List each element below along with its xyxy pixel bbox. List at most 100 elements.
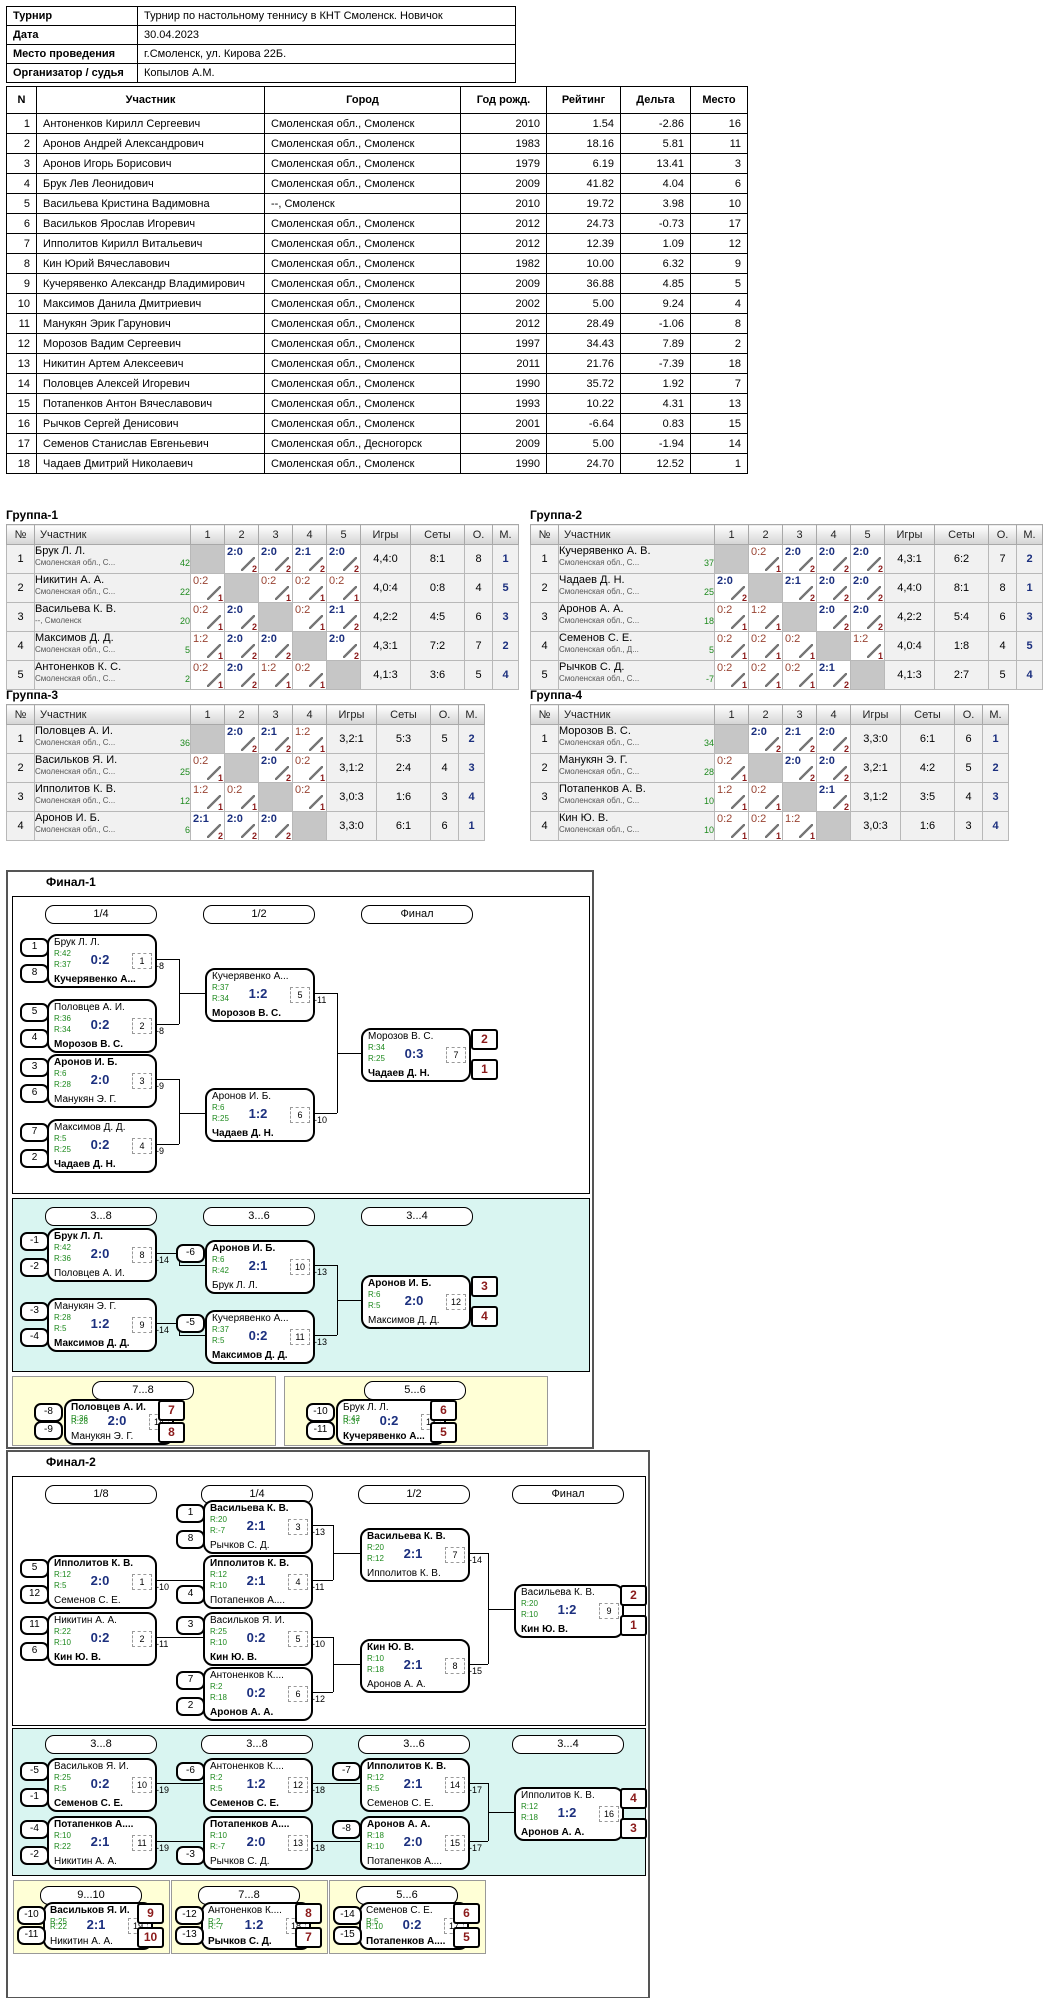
place-cell: 2 (1016, 544, 1043, 574)
info-row: Место проведения г.Смоленск, ул. Кирова … (6, 44, 516, 64)
round-label: 5...6 (364, 1381, 466, 1400)
player-name: Максимов Д. Д. (368, 1315, 440, 1326)
loser-destination-label: -11 (156, 1639, 169, 1649)
seed-box: -10 (306, 1403, 335, 1422)
points-cell: 6 (988, 602, 1017, 632)
score-cell: 0:2 1 (714, 602, 749, 632)
player-rating: 10 (703, 796, 714, 806)
match-box: Васильева К. В. R:20 R:12 Ипполитов К. В. 2:… (360, 1528, 470, 1582)
loser-destination-label: -17 (469, 1785, 483, 1795)
player-name: Семенов С. Е. (367, 1798, 434, 1809)
participant-cell: Семенов Станислав Евгеньевич (36, 433, 265, 454)
score-cell: 0:2 1 (292, 573, 327, 603)
sets-cell: 8:1 (410, 544, 465, 574)
points-earned: 1 (217, 802, 223, 812)
sets-cell: 3:6 (410, 660, 465, 690)
player-rating: R:12 (210, 1570, 227, 1579)
player-rating: R:12 (521, 1802, 538, 1811)
col-header: О. (954, 704, 983, 725)
participant-cell: 18.16 (546, 133, 621, 154)
set-score: 2:0 (751, 726, 767, 738)
match-number: 2 (132, 1018, 152, 1034)
round-label: 3...4 (361, 1207, 473, 1226)
set-score: 2:0 (785, 546, 801, 558)
diagonal-line (731, 824, 745, 838)
self-cell (190, 724, 225, 754)
self-cell (224, 753, 259, 783)
participant-cell: 11 (690, 133, 748, 154)
col-header: Сеты (934, 524, 989, 545)
participant-cell: 8 (6, 253, 37, 274)
diagonal-line (275, 766, 289, 780)
self-cell (326, 660, 361, 690)
self-cell (258, 602, 293, 632)
match-score: 1:2 (557, 1805, 577, 1820)
player-rating: R:37 (212, 1325, 229, 1334)
set-score: 1:2 (751, 604, 767, 616)
match-box: Аронов И. Б. R:6 R:25 Чадаев Д. Н. 1:2 6 (205, 1088, 315, 1142)
participant-cell: 1993 (460, 393, 547, 414)
place-badge: 4 (471, 1306, 498, 1327)
loser-destination-label: -14 (156, 1255, 170, 1265)
player-club-line: Смоленская обл., С... 37 (560, 558, 714, 568)
participant-cell: 7.89 (620, 333, 691, 354)
participant-row: 11 Манукян Эрик Гарунович Смоленская обл.,… (6, 313, 748, 334)
sets-cell: 8:1 (934, 573, 989, 603)
points-earned: 2 (285, 744, 291, 754)
connector-line (488, 1609, 514, 1610)
score-cell: 2:0 2 (714, 573, 749, 603)
games-cell: 4,3:1 (884, 544, 935, 574)
player-club: Смоленская обл., С... (559, 587, 640, 596)
points-earned: 2 (843, 564, 849, 574)
player-club: Смоленская обл., С... (35, 738, 116, 747)
player-name: Семенов С. Е. (366, 1905, 433, 1916)
points-earned: 2 (319, 564, 325, 574)
seed-box: -12 (175, 1906, 204, 1925)
diagonal-line (309, 766, 323, 780)
row-number: 5 (6, 660, 35, 690)
match-score: 2:0 (90, 1573, 110, 1588)
diagonal-line (241, 795, 255, 809)
score-cell: 0:2 1 (714, 811, 749, 841)
participant-cell: Максимов Данила Дмитриевич (36, 293, 265, 314)
col-header: Рейтинг (546, 86, 621, 114)
player-rating: R:6 (212, 1103, 225, 1112)
points-cell: 6 (464, 602, 493, 632)
set-score: 1:2 (785, 813, 801, 825)
points-earned: 2 (285, 564, 291, 574)
participant-row: 4 Брук Лев Леонидович Смоленская обл., Смо… (6, 173, 748, 194)
place-badge: 1 (620, 1615, 647, 1636)
points-earned: 2 (353, 651, 359, 661)
participant-cell: 24.70 (546, 453, 621, 474)
player-name: Семенов С. Е. (54, 1798, 123, 1809)
player-name: Ипполитов К. В. (367, 1568, 441, 1579)
diagonal-line (241, 644, 255, 658)
seed-box: 4 (20, 1029, 49, 1048)
score-cell: 2:0 2 (850, 602, 885, 632)
group-row: 3 Васильева К. В. --, Смоленск 20 0:2 1 2:0 2 0:… (6, 602, 519, 632)
points-earned: 1 (217, 593, 223, 603)
self-cell (224, 573, 259, 603)
player-rating: R:22 (54, 1842, 71, 1851)
set-score: 2:1 (261, 726, 277, 738)
place-cell: 2 (458, 724, 485, 754)
participant-cell: Смоленская обл., Смоленск (264, 273, 461, 294)
participant-cell: Манукян Эрик Гарунович (36, 313, 265, 334)
diagonal-line (731, 795, 745, 809)
match-number: 3 (132, 1073, 152, 1089)
player-name: Рычков С. Д. (210, 1540, 270, 1551)
participant-cell: Смоленская обл., Смоленск (264, 393, 461, 414)
set-score: 0:2 (261, 575, 277, 587)
diagonal-line (241, 673, 255, 687)
seed-box: -14 (333, 1906, 362, 1925)
match-box: Васильева К. В. R:20 R:10 Кин Ю. В. 1:2 9 (514, 1584, 624, 1638)
participant-cell: 11 (6, 313, 37, 334)
connector-line (311, 993, 337, 994)
player-rating: R:5 (54, 1581, 67, 1590)
player-rating: R:37 (343, 1417, 360, 1426)
player-rating: R:6 (54, 1069, 67, 1078)
player-name: Брук Л. Л. (35, 545, 86, 558)
round-label: 7...8 (92, 1381, 194, 1400)
diagonal-line (241, 824, 255, 838)
player-name: Никитин А. А. (54, 1856, 117, 1867)
